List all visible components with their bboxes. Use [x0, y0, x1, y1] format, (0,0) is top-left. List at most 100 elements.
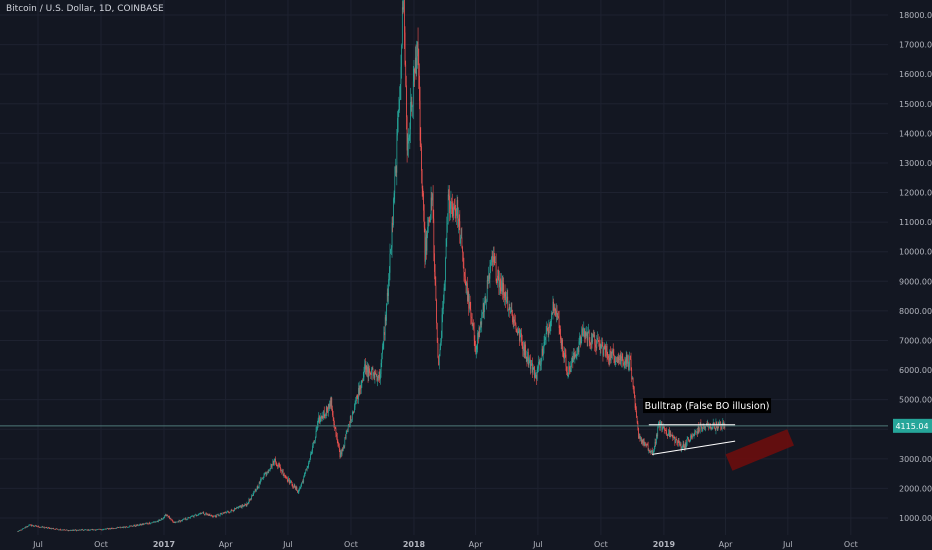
candle-body — [723, 422, 724, 426]
candle-body — [586, 332, 588, 340]
candle-body — [378, 371, 380, 378]
candle-body — [360, 385, 361, 390]
candle-body — [262, 477, 264, 479]
candle-body — [510, 309, 512, 311]
candle-body — [309, 458, 311, 462]
candle-body — [694, 431, 696, 434]
candle-body — [553, 301, 554, 311]
candle-body — [540, 364, 541, 366]
candle-body — [459, 221, 461, 244]
candle-body — [237, 507, 239, 509]
candle-body — [65, 530, 66, 531]
candle-body — [456, 200, 458, 209]
candle-body — [363, 372, 365, 378]
candle-body — [356, 396, 357, 401]
candle-body — [690, 435, 692, 437]
x-tick-label: Apr — [219, 540, 234, 549]
candle-body — [427, 227, 428, 235]
candle-body — [230, 509, 232, 512]
candle-body — [441, 314, 443, 338]
candle-body — [301, 481, 303, 483]
candle-body — [202, 512, 204, 513]
candle-body — [582, 334, 584, 336]
candle-body — [536, 370, 538, 380]
candle-body — [151, 522, 153, 524]
target-zone-box — [725, 429, 794, 471]
candle-body — [154, 521, 155, 523]
y-tick-label: 12000.00 — [899, 189, 932, 198]
candle-body — [110, 528, 111, 529]
candle-body — [352, 411, 354, 415]
candle-body — [396, 135, 398, 173]
candle-body — [222, 512, 224, 514]
candle-body — [123, 526, 125, 528]
candle-body — [192, 515, 194, 517]
candle-body — [288, 478, 290, 483]
candle-body — [514, 319, 515, 322]
candle-body — [369, 368, 370, 373]
candle-body — [367, 366, 368, 373]
candle-body — [710, 427, 712, 429]
candle-body — [128, 526, 130, 528]
candle-body — [442, 308, 444, 315]
candle-body — [36, 526, 38, 528]
candle-body — [225, 512, 227, 514]
candle-body — [75, 530, 77, 531]
candle-body — [721, 425, 723, 430]
candle-body — [678, 440, 680, 443]
candle-body — [571, 362, 572, 368]
candle-body — [282, 470, 283, 473]
candle-body — [246, 503, 248, 507]
candle-body — [21, 529, 22, 531]
candle-body — [642, 438, 644, 443]
candle-body — [562, 351, 564, 353]
candle-body — [90, 529, 92, 531]
candle-body — [404, 0, 405, 33]
candle-body — [219, 514, 221, 516]
candle-body — [695, 431, 697, 433]
candle-body — [525, 356, 527, 358]
candle-body — [567, 375, 569, 377]
candle-body — [682, 443, 684, 448]
candle-body — [693, 433, 695, 436]
candle-body — [230, 511, 231, 513]
candle-body — [328, 404, 330, 408]
candle-body — [538, 361, 539, 369]
candle-body — [449, 208, 451, 214]
candle-body — [321, 415, 322, 419]
candle-body — [360, 382, 362, 390]
candle-body — [99, 529, 101, 530]
x-tick-label: 2017 — [153, 540, 175, 549]
candle-body — [714, 425, 715, 429]
candle-body — [206, 514, 208, 515]
candle-body — [47, 528, 48, 529]
candle-body — [528, 362, 530, 366]
candle-body — [466, 283, 468, 286]
candle-body — [600, 344, 602, 348]
candle-body — [701, 425, 702, 429]
candle-body — [545, 337, 546, 340]
candle-body — [424, 227, 426, 262]
candle-body — [460, 237, 462, 239]
candle-body — [646, 443, 648, 445]
candle-body — [83, 529, 85, 531]
candle-body — [323, 410, 324, 419]
candle-body — [388, 272, 390, 280]
candle-body — [197, 514, 199, 516]
candle-body — [692, 435, 694, 437]
candle-body — [269, 470, 270, 471]
candle-body — [491, 255, 493, 258]
candle-body — [498, 277, 500, 288]
candle-body — [449, 196, 450, 214]
y-tick-label: 2000.00 — [899, 484, 932, 493]
symbol-title[interactable]: Bitcoin / U.S. Dollar, 1D, COINBASE — [6, 4, 164, 14]
candle-body — [373, 372, 374, 376]
candle-body — [531, 363, 533, 365]
candle-body — [671, 435, 672, 436]
candle-body — [351, 414, 353, 420]
candle-body — [86, 529, 87, 531]
candle-body — [233, 510, 235, 512]
candle-body — [282, 470, 284, 476]
